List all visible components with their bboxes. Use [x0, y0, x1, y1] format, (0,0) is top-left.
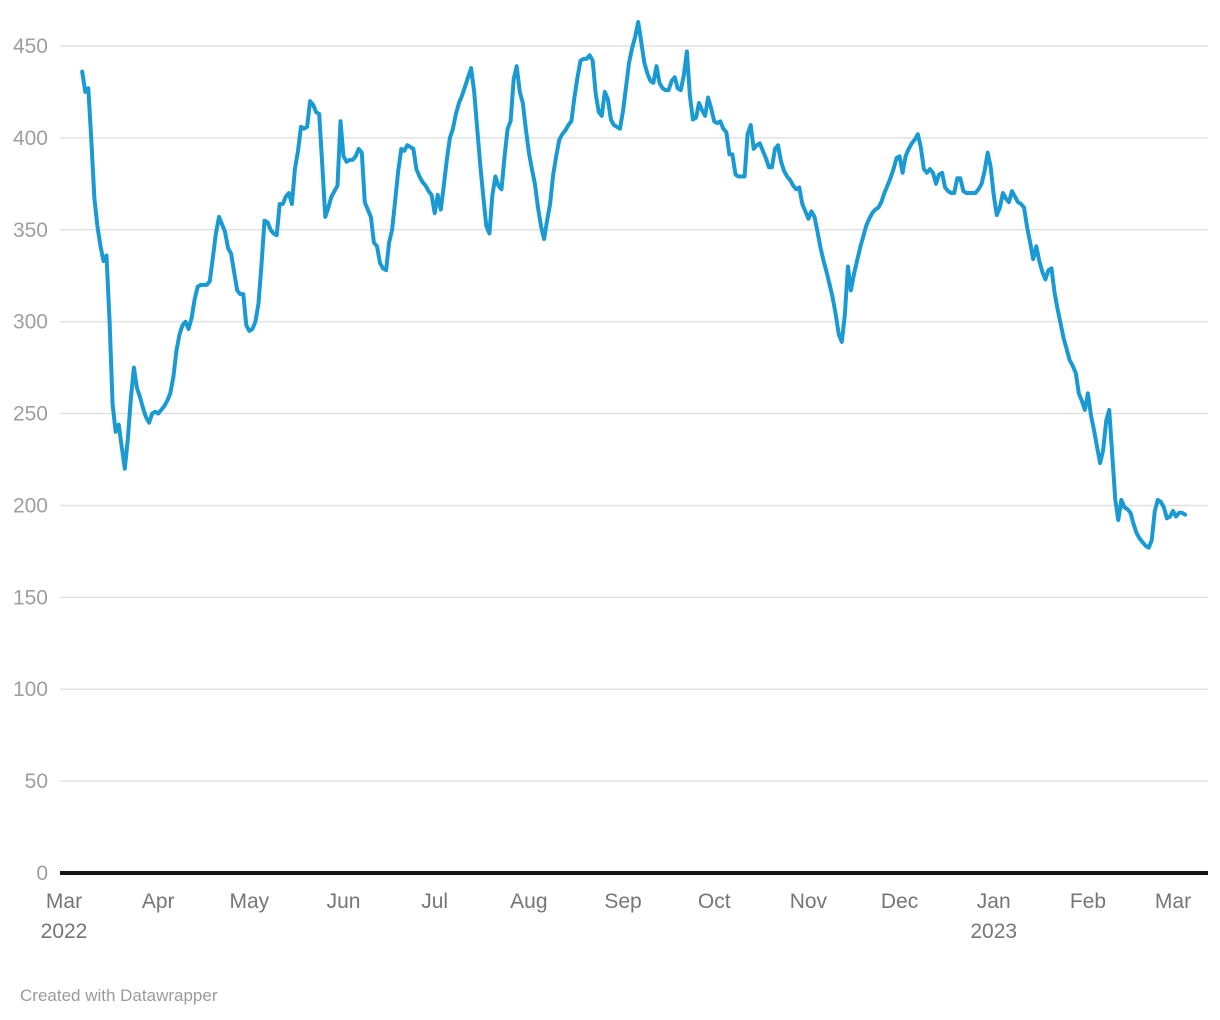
x-axis-label: Sep — [604, 890, 641, 913]
y-axis-label: 300 — [13, 311, 48, 334]
y-axis-label: 0 — [36, 862, 48, 885]
y-axis-label: 150 — [13, 586, 48, 609]
x-axis-label: Feb — [1070, 890, 1106, 913]
x-axis-label: Jun — [327, 890, 361, 913]
x-axis-year-label: 2022 — [41, 920, 88, 943]
datawrapper-attribution: Created with Datawrapper — [20, 986, 218, 1005]
x-axis-label: Nov — [790, 890, 828, 913]
data-line — [80, 20, 1188, 550]
y-axis-label: 50 — [25, 770, 48, 793]
x-axis-label: Jul — [421, 890, 448, 913]
x-axis-label: Mar — [1155, 890, 1191, 913]
y-axis-label: 200 — [13, 494, 48, 517]
x-axis-label: Aug — [510, 890, 547, 913]
y-axis-label: 450 — [13, 35, 48, 58]
y-axis-label: 350 — [13, 219, 48, 242]
x-axis-label: May — [229, 890, 269, 913]
x-axis-label: Apr — [142, 890, 175, 913]
x-axis-label: Mar — [46, 890, 82, 913]
x-axis-label: Jan — [977, 890, 1011, 913]
y-axis-label: 400 — [13, 127, 48, 150]
y-axis-label: 100 — [13, 678, 48, 701]
y-axis-label: 250 — [13, 403, 48, 426]
x-axis-label: Oct — [698, 890, 731, 913]
x-axis-year-label: 2023 — [970, 920, 1017, 943]
x-axis-label: Dec — [881, 890, 918, 913]
